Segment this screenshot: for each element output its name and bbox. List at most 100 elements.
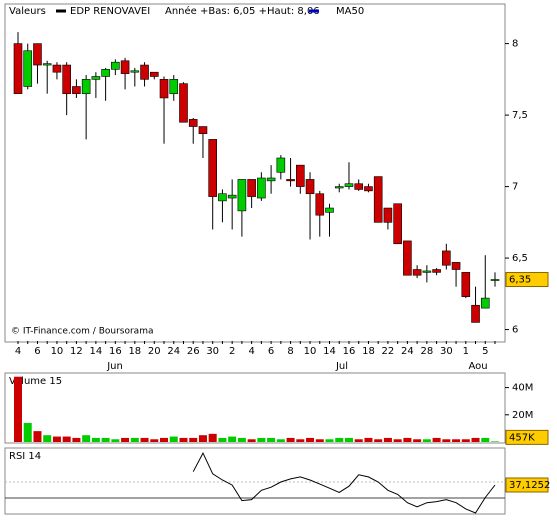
candle-body (315, 193, 325, 216)
candle-body (120, 60, 130, 74)
candle-body (218, 193, 227, 202)
candle-body (179, 83, 188, 123)
candle-body (412, 269, 422, 276)
candle-body (62, 64, 71, 94)
volume-bar (364, 437, 373, 442)
y-tick-label: 6 (512, 325, 518, 336)
candle-body (140, 64, 149, 80)
candle-body (91, 76, 101, 80)
candle-body (471, 304, 480, 323)
volume-bar (62, 436, 71, 442)
candle-body (480, 297, 490, 309)
candle-body (81, 79, 91, 94)
candle-body (296, 164, 305, 187)
volume-bar (101, 437, 110, 442)
x-tick-label: 4 (248, 346, 254, 357)
volume-bar (452, 439, 461, 442)
x-tick-label: 22 (382, 346, 395, 357)
legend-label: MA50 (336, 6, 364, 17)
y-tick-label: 7,5 (512, 110, 528, 121)
x-tick-label: 12 (70, 346, 83, 357)
volume-bar (140, 437, 149, 442)
volume-bar (257, 437, 266, 442)
candle-body (403, 240, 412, 276)
x-tick-label: 1 (463, 346, 469, 357)
x-tick-label: 5 (482, 346, 488, 357)
volume-bar (43, 435, 52, 442)
candle-body (334, 186, 344, 189)
panel-title: Volume 15 (9, 376, 62, 387)
volume-bar (315, 439, 324, 442)
candle-body (305, 179, 315, 195)
volume-bar (189, 437, 198, 442)
last-value-box (505, 272, 549, 288)
volume-bar (432, 437, 441, 442)
candle-body (383, 207, 393, 223)
volume-bar (169, 436, 178, 442)
volume-bar (296, 439, 305, 442)
candle-body (286, 179, 295, 182)
volume-bar (52, 436, 61, 442)
volume-bar (218, 437, 227, 442)
x-tick-label: 18 (362, 346, 375, 357)
candle-body (237, 179, 247, 212)
x-tick-label: 16 (109, 346, 122, 357)
volume-bar (247, 439, 256, 442)
x-tick-label: 26 (187, 346, 200, 357)
volume-bar (23, 422, 32, 442)
credit: © IT-Finance.com / Boursorama (11, 327, 153, 337)
x-tick-label: 30 (440, 346, 453, 357)
volume-bar (150, 439, 159, 442)
candle-body (364, 186, 373, 192)
volume-bar (335, 437, 344, 442)
y-tick-label: 8 (512, 39, 518, 50)
x-tick-label: 10 (51, 346, 64, 357)
volume-bar (422, 439, 431, 442)
candle-body (276, 157, 286, 173)
candle-body (227, 194, 237, 199)
candle-body (111, 61, 120, 70)
volume-bar (344, 437, 353, 442)
rsi-line (192, 451, 496, 514)
x-tick-label: 14 (90, 346, 103, 357)
volume-bar (325, 439, 334, 442)
volume-bar (160, 437, 169, 442)
last-value-label: 37,1252 (509, 480, 550, 491)
candle-body (130, 70, 140, 73)
volume-bar (393, 439, 402, 442)
legend-label: EDP RENOVAVEI (70, 6, 150, 17)
x-tick-label: 10 (304, 346, 317, 357)
candle-body (208, 139, 217, 197)
x-tick-label: 16 (343, 346, 356, 357)
x-tick-label: 20 (148, 346, 161, 357)
candle-body (149, 71, 159, 77)
candle-body (169, 79, 179, 94)
volume-bar (267, 437, 276, 442)
candle-body (52, 64, 62, 73)
candle-body (354, 183, 364, 190)
volume-bar (208, 433, 217, 442)
candle-body (432, 269, 441, 273)
candle-body (198, 126, 208, 134)
volume-bar (228, 436, 237, 442)
volume-bar (72, 437, 81, 442)
candle-body (422, 270, 432, 273)
candle-body (344, 183, 354, 187)
y-tick-label: 20M (512, 410, 533, 421)
volume-bar (33, 431, 42, 442)
candle-body (159, 79, 169, 99)
volume-bar (111, 439, 120, 442)
month-label: Jun (106, 361, 123, 372)
rsi-panel (4, 447, 506, 515)
x-tick-label: 30 (206, 346, 219, 357)
volume-bar (286, 437, 295, 442)
volume-panel (4, 372, 506, 444)
x-tick-label: 24 (401, 346, 414, 357)
volume-bar (276, 439, 285, 442)
volume-bar (121, 437, 130, 442)
x-tick-label: 28 (420, 346, 433, 357)
candle-body (33, 43, 42, 66)
volume-bar (374, 439, 383, 442)
volume-bar (383, 437, 392, 442)
